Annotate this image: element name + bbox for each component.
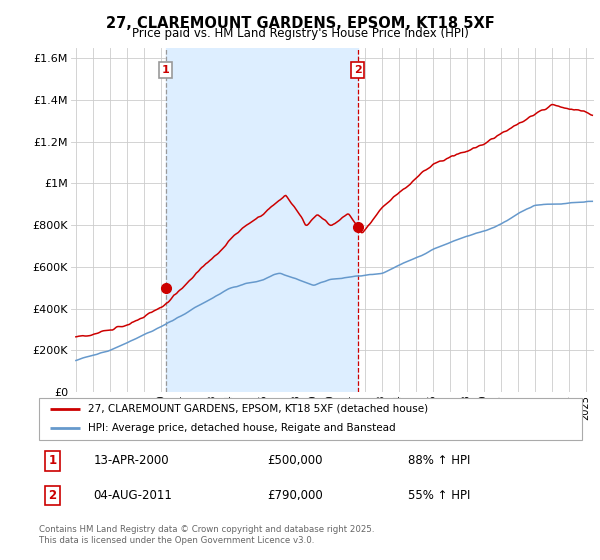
Text: 1: 1 xyxy=(49,454,56,467)
Text: 13-APR-2000: 13-APR-2000 xyxy=(94,454,169,467)
Text: 88% ↑ HPI: 88% ↑ HPI xyxy=(408,454,470,467)
Text: 04-AUG-2011: 04-AUG-2011 xyxy=(94,489,172,502)
Text: £790,000: £790,000 xyxy=(267,489,323,502)
Text: 1: 1 xyxy=(162,65,169,75)
Text: HPI: Average price, detached house, Reigate and Banstead: HPI: Average price, detached house, Reig… xyxy=(88,423,395,433)
Text: Contains HM Land Registry data © Crown copyright and database right 2025.
This d: Contains HM Land Registry data © Crown c… xyxy=(39,525,374,545)
Text: 55% ↑ HPI: 55% ↑ HPI xyxy=(408,489,470,502)
Text: 2: 2 xyxy=(354,65,362,75)
Text: Price paid vs. HM Land Registry's House Price Index (HPI): Price paid vs. HM Land Registry's House … xyxy=(131,27,469,40)
Text: 27, CLAREMOUNT GARDENS, EPSOM, KT18 5XF (detached house): 27, CLAREMOUNT GARDENS, EPSOM, KT18 5XF … xyxy=(88,404,428,414)
Bar xyxy=(166,48,358,392)
FancyBboxPatch shape xyxy=(39,398,582,440)
Text: £500,000: £500,000 xyxy=(267,454,323,467)
Text: 27, CLAREMOUNT GARDENS, EPSOM, KT18 5XF: 27, CLAREMOUNT GARDENS, EPSOM, KT18 5XF xyxy=(106,16,494,31)
Text: 2: 2 xyxy=(49,489,56,502)
